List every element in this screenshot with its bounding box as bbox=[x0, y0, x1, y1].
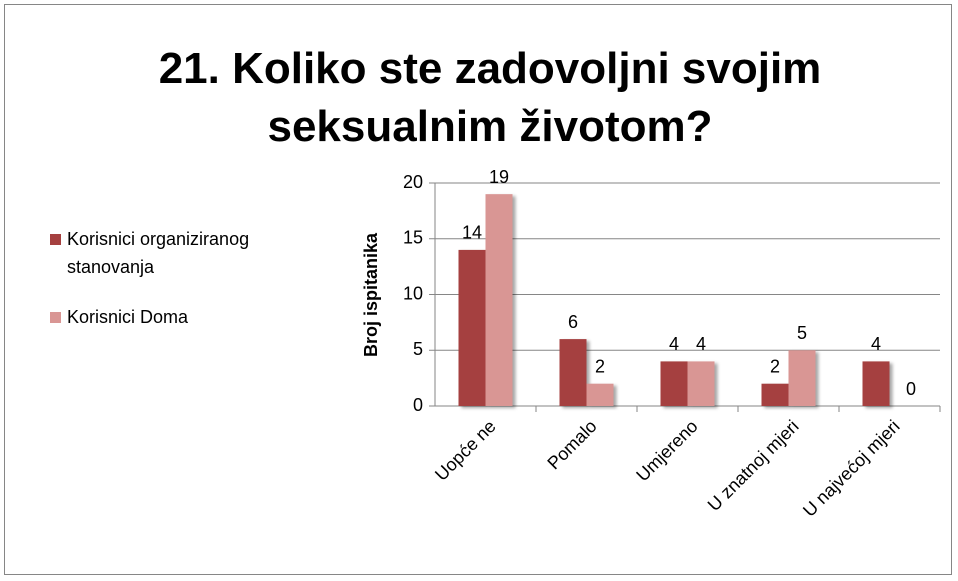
bar bbox=[458, 249, 486, 406]
value-label: 14 bbox=[462, 223, 482, 243]
value-label: 4 bbox=[696, 334, 706, 354]
bar bbox=[761, 383, 789, 406]
legend-item: Korisnici Doma bbox=[50, 303, 317, 331]
value-label: 2 bbox=[770, 356, 780, 376]
bar bbox=[660, 361, 688, 406]
y-axis-label: Broj ispitanika bbox=[361, 232, 381, 357]
y-tick-label: 0 bbox=[413, 395, 423, 415]
value-label: 4 bbox=[669, 334, 679, 354]
x-tick-label: Pomalo bbox=[543, 416, 600, 473]
legend-label: Korisnici Doma bbox=[67, 307, 189, 327]
y-tick-label: 15 bbox=[403, 228, 423, 248]
legend-swatch bbox=[50, 234, 61, 245]
chart-frame bbox=[4, 4, 952, 575]
value-label: 0 bbox=[906, 379, 916, 399]
value-label: 2 bbox=[595, 356, 605, 376]
x-tick-label: Umjereno bbox=[632, 416, 701, 485]
bar bbox=[862, 361, 890, 406]
bar bbox=[687, 361, 715, 406]
x-tick-label: U znatnoj mjeri bbox=[704, 416, 803, 515]
value-label: 5 bbox=[797, 323, 807, 343]
legend-label: Korisnici organiziranog stanovanja bbox=[67, 229, 250, 277]
bar bbox=[559, 339, 587, 406]
x-tick-label: U najvećoj mjeri bbox=[799, 416, 904, 521]
legend-swatch bbox=[50, 312, 61, 323]
bar bbox=[788, 350, 816, 406]
y-tick-label: 20 bbox=[403, 172, 423, 192]
y-tick-label: 5 bbox=[413, 339, 423, 359]
bar bbox=[586, 383, 614, 406]
x-tick-label: Uopće ne bbox=[431, 416, 500, 485]
value-label: 19 bbox=[489, 167, 509, 187]
chart-title: 21. Koliko ste zadovoljni svojim seksual… bbox=[158, 44, 822, 151]
value-label: 4 bbox=[871, 334, 881, 354]
bar bbox=[485, 194, 513, 406]
legend-item: Korisnici organiziranog stanovanja bbox=[50, 225, 317, 281]
y-tick-label: 10 bbox=[403, 283, 423, 303]
value-label: 6 bbox=[568, 312, 578, 332]
